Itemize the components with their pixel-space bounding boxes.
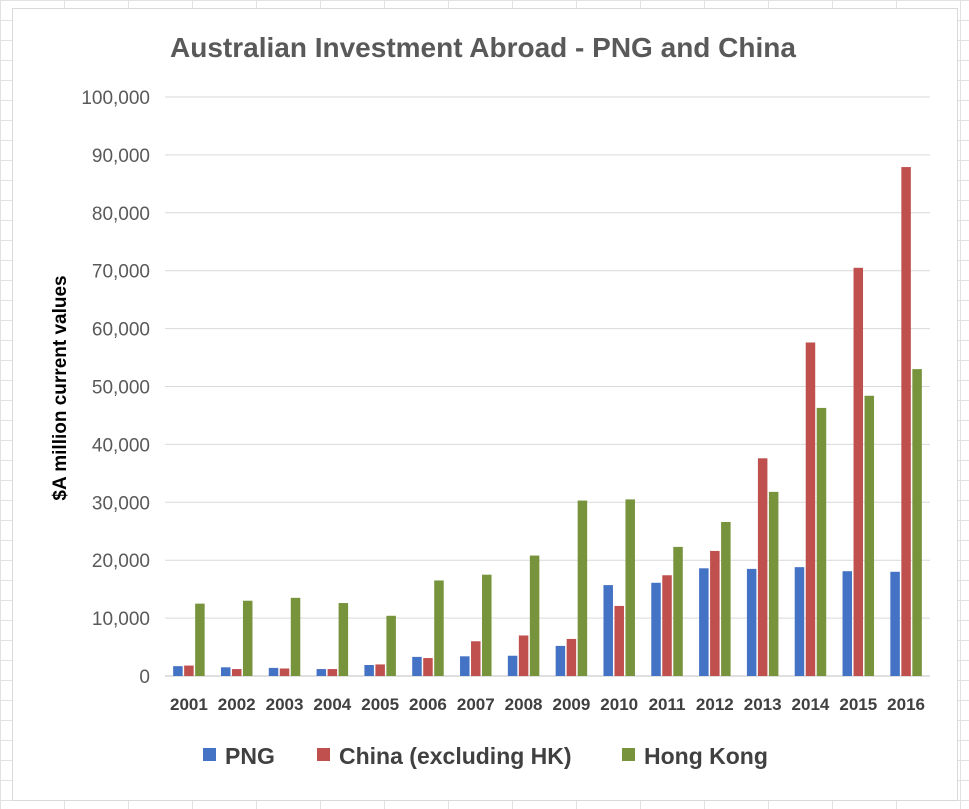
y-axis-ticks: 0 10,000 20,000 30,000 40,000 50,000 60,000 70,… bbox=[81, 88, 150, 688]
y-tick-label: 80,000 bbox=[92, 204, 150, 225]
bar-china-excluding-hk[interactable] bbox=[662, 575, 672, 676]
x-tick-label: 2003 bbox=[266, 695, 304, 714]
bar-png[interactable] bbox=[507, 655, 518, 676]
bar-hong-kong[interactable] bbox=[816, 407, 827, 676]
x-axis-ticks: 2001 2002 2003 2004 2005 2006 2007 2008 2009 2010… bbox=[170, 695, 925, 714]
bars bbox=[173, 167, 922, 676]
bar-china-excluding-hk[interactable] bbox=[279, 668, 290, 676]
bar-hong-kong[interactable] bbox=[864, 395, 875, 676]
y-tick-label: 0 bbox=[139, 667, 150, 688]
bar-png[interactable] bbox=[173, 666, 183, 676]
bar-china-excluding-hk[interactable] bbox=[614, 605, 624, 676]
x-tick-label: 2009 bbox=[552, 695, 590, 714]
bar-china-excluding-hk[interactable] bbox=[901, 167, 911, 676]
bar-china-excluding-hk[interactable] bbox=[710, 550, 720, 676]
bar-china-excluding-hk[interactable] bbox=[566, 638, 577, 676]
bar-png[interactable] bbox=[842, 571, 853, 676]
y-tick-label: 60,000 bbox=[92, 320, 150, 341]
x-tick-label: 2011 bbox=[649, 695, 686, 714]
legend-swatch bbox=[317, 748, 330, 761]
bar-png[interactable] bbox=[412, 656, 422, 676]
bar-china-excluding-hk[interactable] bbox=[757, 458, 768, 676]
bar-png[interactable] bbox=[364, 664, 374, 676]
bar-png[interactable] bbox=[890, 571, 900, 676]
legend-swatch bbox=[203, 748, 216, 761]
bar-hong-kong[interactable] bbox=[482, 574, 492, 676]
y-tick-label: 90,000 bbox=[92, 146, 150, 167]
bar-china-excluding-hk[interactable] bbox=[853, 267, 864, 676]
bar-china-excluding-hk[interactable] bbox=[518, 635, 529, 676]
bar-png[interactable] bbox=[746, 568, 757, 676]
bar-hong-kong[interactable] bbox=[338, 603, 349, 676]
y-tick-label: 100,000 bbox=[81, 88, 150, 109]
y-axis-label: $A million current values bbox=[50, 275, 71, 500]
legend-swatch bbox=[622, 748, 635, 761]
bar-hong-kong[interactable] bbox=[195, 603, 205, 676]
bar-china-excluding-hk[interactable] bbox=[423, 658, 433, 676]
x-tick-label: 2008 bbox=[505, 695, 543, 714]
x-tick-label: 2007 bbox=[457, 695, 495, 714]
bar-china-excluding-hk[interactable] bbox=[471, 641, 481, 676]
bar-china-excluding-hk[interactable] bbox=[805, 342, 816, 676]
bar-png[interactable] bbox=[603, 585, 613, 676]
bar-china-excluding-hk[interactable] bbox=[375, 664, 385, 676]
bar-png[interactable] bbox=[555, 645, 566, 676]
x-tick-label: 2015 bbox=[839, 695, 877, 714]
bar-png[interactable] bbox=[268, 667, 279, 676]
bar-hong-kong[interactable] bbox=[529, 555, 540, 676]
y-tick-label: 20,000 bbox=[92, 551, 150, 572]
bar-hong-kong[interactable] bbox=[768, 491, 779, 676]
bar-hong-kong[interactable] bbox=[625, 499, 635, 676]
legend-label: PNG bbox=[225, 743, 275, 769]
bar-china-excluding-hk[interactable] bbox=[231, 669, 242, 676]
x-tick-label: 2012 bbox=[696, 695, 734, 714]
x-tick-label: 2005 bbox=[361, 695, 399, 714]
x-tick-label: 2002 bbox=[218, 695, 256, 714]
y-tick-label: 70,000 bbox=[92, 262, 150, 283]
bar-png[interactable] bbox=[316, 669, 327, 676]
x-tick-label: 2014 bbox=[792, 695, 830, 714]
bar-hong-kong[interactable] bbox=[386, 615, 396, 676]
chart-title: Australian Investment Abroad - PNG and C… bbox=[170, 32, 796, 63]
bar-hong-kong[interactable] bbox=[721, 521, 731, 676]
x-tick-label: 2013 bbox=[744, 695, 782, 714]
bar-hong-kong[interactable] bbox=[577, 500, 588, 676]
bar-png[interactable] bbox=[699, 568, 709, 676]
legend-label: Hong Kong bbox=[644, 743, 768, 769]
bar-hong-kong[interactable] bbox=[242, 600, 253, 676]
bar-hong-kong[interactable] bbox=[290, 597, 301, 676]
bar-png[interactable] bbox=[651, 582, 661, 676]
bar-hong-kong[interactable] bbox=[673, 546, 683, 676]
bar-hong-kong[interactable] bbox=[434, 580, 444, 676]
x-tick-label: 2001 bbox=[170, 695, 208, 714]
bar-china-excluding-hk[interactable] bbox=[327, 669, 338, 676]
bar-china-excluding-hk[interactable] bbox=[184, 665, 194, 676]
y-tick-label: 40,000 bbox=[92, 435, 150, 456]
legend: PNG China (excluding HK) Hong Kong bbox=[203, 743, 768, 769]
x-tick-label: 2006 bbox=[409, 695, 447, 714]
y-tick-label: 30,000 bbox=[92, 493, 150, 514]
gridlines bbox=[165, 96, 930, 677]
y-tick-label: 50,000 bbox=[92, 378, 150, 399]
x-tick-label: 2004 bbox=[313, 695, 351, 714]
bar-png[interactable] bbox=[460, 656, 470, 676]
y-tick-label: 10,000 bbox=[92, 609, 150, 630]
bar-png[interactable] bbox=[794, 567, 805, 676]
x-tick-label: 2016 bbox=[887, 695, 925, 714]
legend-label: China (excluding HK) bbox=[339, 743, 572, 769]
bar-png[interactable] bbox=[220, 667, 231, 676]
x-tick-label: 2010 bbox=[600, 695, 638, 714]
bar-hong-kong[interactable] bbox=[912, 369, 922, 676]
